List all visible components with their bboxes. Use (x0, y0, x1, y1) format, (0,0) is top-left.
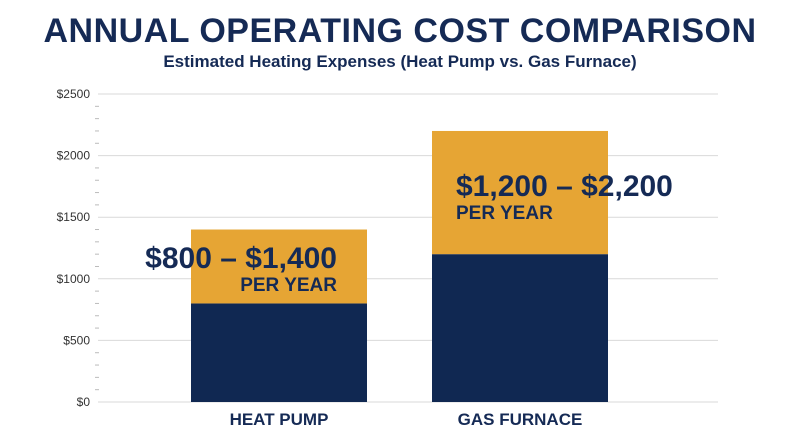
per-year-label: PER YEAR (240, 275, 337, 296)
y-tick-label: $1000 (57, 272, 91, 286)
bar-base-segment (432, 254, 608, 402)
bar-base-segment (191, 303, 367, 402)
chart-subtitle: Estimated Heating Expenses (Heat Pump vs… (163, 52, 637, 71)
gridlines (98, 93, 718, 403)
y-tick-label: $2000 (57, 149, 91, 163)
minor-tick-marks (95, 105, 99, 391)
range-label: $800 – $1,400 (145, 242, 337, 275)
x-tick-label: GAS FURNACE (458, 410, 583, 429)
y-tick-label: $500 (63, 333, 90, 347)
bar-range-segment (191, 229, 367, 304)
x-tick-label: HEAT PUMP (230, 410, 329, 429)
per-year-label: PER YEAR (456, 203, 553, 224)
y-tick-label: $2500 (57, 87, 91, 101)
range-label: $1,200 – $2,200 (456, 170, 673, 203)
chart-title: ANNUAL OPERATING COST COMPARISON (43, 12, 757, 50)
y-axis-ticks: $0 $500 $1000 $1500 $2000 $2500 (57, 87, 91, 409)
x-axis-ticks: HEAT PUMP GAS FURNACE (230, 410, 583, 429)
y-tick-label: $0 (77, 395, 91, 409)
bar-range-segment (432, 130, 608, 255)
y-tick-label: $1500 (57, 210, 91, 224)
bars (191, 130, 608, 402)
